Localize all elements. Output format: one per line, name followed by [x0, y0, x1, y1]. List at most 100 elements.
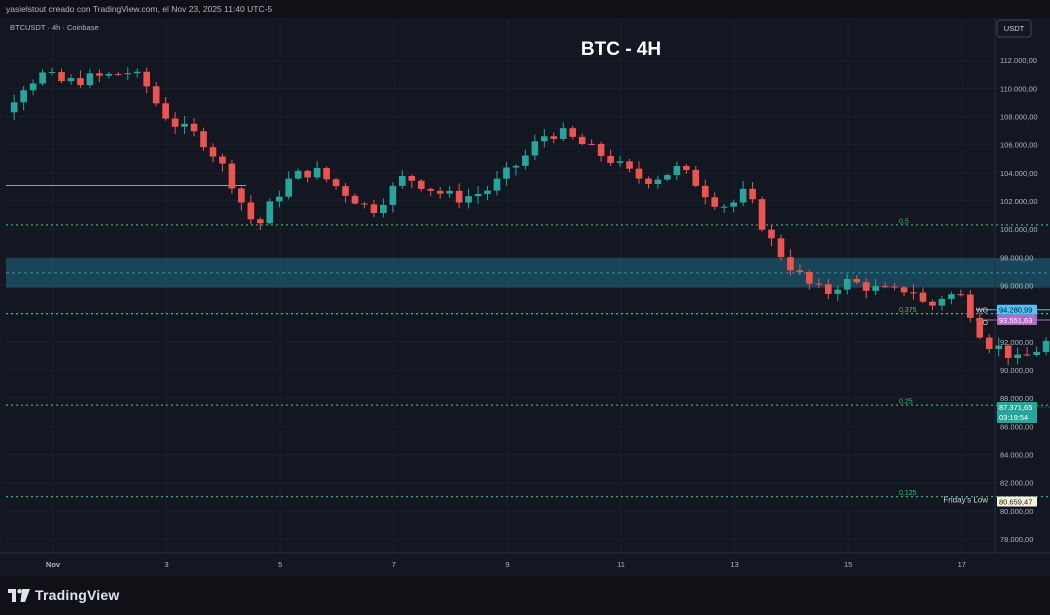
- fridays-low-label: Friday's Low: [943, 496, 988, 505]
- credit-bar: yasielstout creado con TradingView.com, …: [0, 0, 1050, 18]
- candle-body: [758, 199, 766, 230]
- price-tag-bg: [997, 304, 1037, 315]
- candle-body: [787, 257, 794, 271]
- candle-body: [96, 73, 103, 76]
- candle-body: [967, 294, 974, 318]
- price-tag-bg: [997, 496, 1037, 507]
- candle-body: [664, 175, 671, 180]
- price-tick-label: 104.000,00: [1000, 169, 1038, 178]
- candle-body: [86, 73, 94, 86]
- candle-body: [853, 278, 861, 283]
- candle-body: [105, 73, 113, 76]
- candle-body: [399, 175, 406, 186]
- price-tick-label: 100.000,00: [1000, 225, 1038, 234]
- candle-body: [910, 292, 917, 294]
- candle-body: [872, 286, 879, 291]
- candle-body: [162, 103, 169, 119]
- candle-body: [77, 78, 84, 86]
- time-tick-label: 9: [505, 560, 509, 569]
- candle-body: [313, 167, 321, 178]
- candle-body: [881, 286, 889, 288]
- candle-body: [48, 72, 56, 74]
- currency-label: USDT: [1004, 24, 1025, 33]
- candle-body: [541, 136, 548, 142]
- candle-body: [247, 202, 255, 220]
- time-tick-label: 11: [617, 560, 625, 569]
- candle-body: [626, 161, 633, 169]
- candle-body: [891, 286, 898, 288]
- candle-body: [900, 287, 908, 293]
- candle-body: [171, 118, 179, 127]
- price-tag-value: 93.551,63: [999, 316, 1032, 325]
- price-tag-value: 94.280,99: [999, 306, 1032, 315]
- price-tick-label: 106.000,00: [1000, 141, 1038, 150]
- candle-body: [607, 155, 614, 163]
- candle-body: [957, 294, 965, 296]
- price-tag-bg: [997, 314, 1037, 325]
- price-tag-countdown: 03:19:54: [999, 413, 1028, 422]
- time-tick-label: 7: [392, 560, 396, 569]
- brand-name: TradingView: [35, 587, 120, 603]
- candle-body: [985, 337, 993, 349]
- candle-body: [597, 143, 605, 156]
- yo-label: YO: [978, 320, 989, 327]
- price-tick-label: 110.000,00: [1000, 84, 1037, 93]
- time-tick-label: 15: [844, 560, 852, 569]
- candle-body: [1014, 354, 1021, 359]
- candle-body: [825, 284, 832, 294]
- candle-body: [569, 128, 577, 137]
- candle-body: [806, 271, 813, 284]
- candle-body: [323, 167, 330, 180]
- candle-body: [815, 283, 823, 285]
- time-tick-label: Nov: [46, 560, 61, 569]
- candle-body: [238, 188, 245, 203]
- price-tick-label: 88.000,00: [1000, 394, 1033, 403]
- price-tick-label: 102.000,00: [1000, 197, 1038, 206]
- candle-body: [370, 204, 378, 214]
- candle-body: [938, 298, 946, 306]
- price-tag-value: 80.659,47: [999, 497, 1032, 506]
- candle-body: [1004, 345, 1012, 359]
- candle-body: [522, 155, 529, 166]
- candle-body: [351, 195, 359, 204]
- candle-body: [285, 178, 293, 197]
- candle-body: [654, 179, 662, 184]
- candle-body: [1023, 354, 1031, 356]
- candle-body: [361, 203, 368, 205]
- candle-body: [294, 170, 302, 179]
- candle-body: [115, 73, 122, 75]
- candle-body: [1033, 351, 1040, 356]
- candle-body: [683, 165, 690, 170]
- candle-body: [720, 206, 728, 208]
- candles: [10, 67, 1050, 366]
- price-tag-value: 87.371,65: [999, 403, 1032, 412]
- candle-body: [862, 282, 870, 291]
- price-tick-label: 78.000,00: [1000, 535, 1033, 544]
- fib-level-label: 0,25: [899, 399, 913, 406]
- candle-body: [124, 73, 132, 75]
- time-tick-label: 5: [278, 560, 282, 569]
- time-tick-label: 13: [730, 560, 738, 569]
- candle-body: [673, 165, 681, 176]
- candle-body: [143, 71, 151, 87]
- price-tick-label: 98.000,00: [1000, 253, 1033, 262]
- candle-body: [559, 128, 567, 139]
- candle-body: [645, 178, 652, 184]
- price-tick-label: 92.000,00: [1000, 338, 1033, 347]
- candle-body: [219, 156, 226, 164]
- candle-body: [39, 72, 46, 84]
- price-tick-label: 86.000,00: [1000, 422, 1033, 431]
- candle-body: [739, 188, 747, 203]
- candle-body: [777, 238, 785, 258]
- price-tick-label: 84.000,00: [1000, 450, 1033, 459]
- candle-body: [446, 190, 453, 194]
- candle-body: [58, 72, 65, 82]
- wo-label: WO: [976, 308, 989, 315]
- candle-body: [578, 136, 586, 144]
- tradingview-logo[interactable]: TradingView: [8, 587, 119, 603]
- price-tick-label: 96.000,00: [1000, 282, 1033, 291]
- price-tag-fridays-low: 80.659,47: [997, 496, 1037, 507]
- fib-level-label: 0,125: [899, 490, 917, 497]
